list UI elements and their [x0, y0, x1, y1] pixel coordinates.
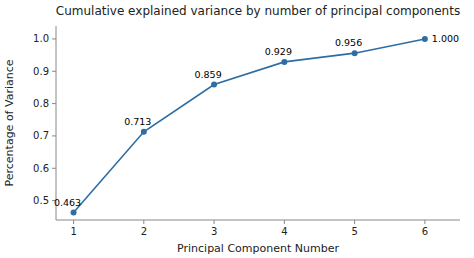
y-tick	[52, 135, 56, 136]
x-tick	[214, 220, 215, 224]
x-tick	[143, 220, 144, 224]
y-tick-label: 0.8	[33, 98, 49, 109]
x-tick	[284, 220, 285, 224]
y-tick-label: 0.9	[33, 66, 49, 77]
data-label: 0.929	[265, 46, 292, 57]
x-tick	[424, 220, 425, 224]
x-tick-label: 2	[141, 226, 147, 237]
plot-area	[71, 36, 428, 216]
x-tick	[73, 220, 74, 224]
point	[211, 82, 217, 88]
y-axis-label: Percentage of Variance	[3, 59, 16, 186]
y-tick	[52, 103, 56, 104]
data-label: 0.956	[335, 37, 362, 48]
chart: Cumulative explained variance by number …	[0, 0, 474, 258]
y-tick-label: 0.6	[33, 163, 49, 174]
data-label: 0.859	[194, 69, 221, 80]
line	[74, 39, 425, 213]
y-tick	[52, 71, 56, 72]
point	[422, 36, 428, 42]
data-label: 0.463	[54, 197, 81, 208]
point	[141, 129, 147, 135]
point	[281, 59, 287, 65]
y-tick-label: 0.5	[33, 195, 49, 206]
x-tick	[354, 220, 355, 224]
y-axis-line	[56, 26, 57, 220]
y-tick	[52, 168, 56, 169]
title: Cumulative explained variance by number …	[56, 4, 460, 18]
y-tick	[52, 38, 56, 39]
x-tick-label: 1	[70, 226, 76, 237]
point	[71, 210, 77, 216]
x-tick-label: 3	[211, 226, 217, 237]
x-tick-label: 6	[422, 226, 428, 237]
x-axis-line	[56, 220, 460, 221]
y-tick-label: 1.0	[33, 33, 49, 44]
x-tick-label: 5	[351, 226, 357, 237]
data-label: 0.713	[124, 116, 151, 127]
x-axis-label: Principal Component Number	[177, 242, 339, 255]
y-tick-label: 0.7	[33, 130, 49, 141]
x-tick-label: 4	[281, 226, 287, 237]
data-label: 1.000	[432, 33, 459, 44]
point	[352, 50, 358, 56]
